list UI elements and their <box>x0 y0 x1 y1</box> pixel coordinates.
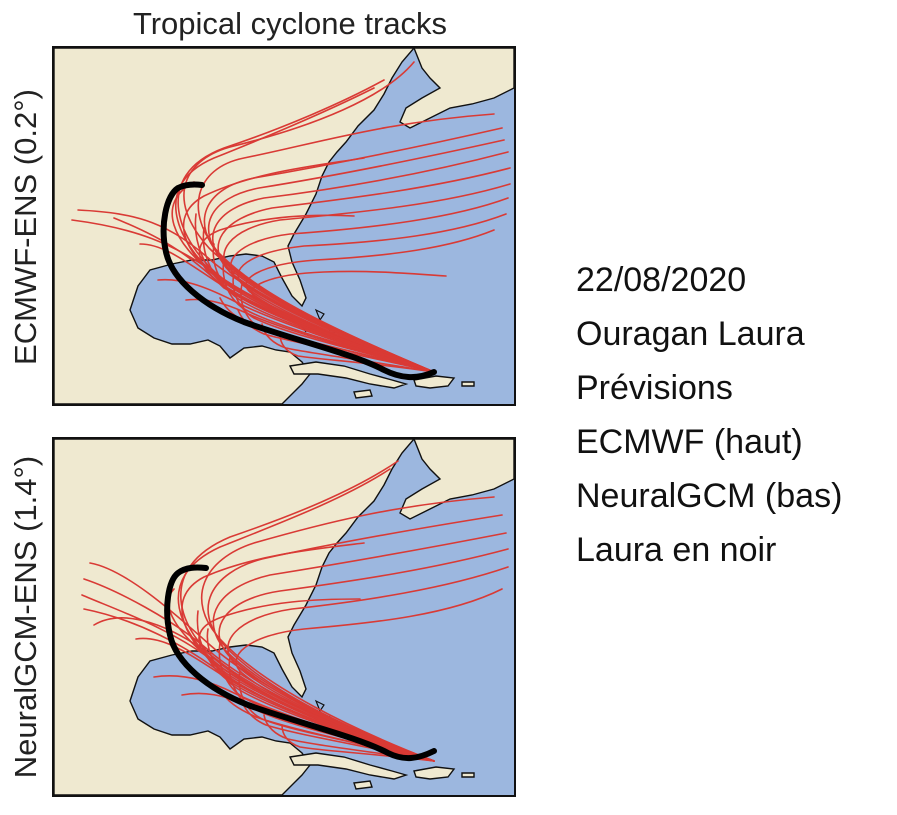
note-forecasts: Prévisions <box>576 369 733 407</box>
observed-track-laura <box>164 564 437 761</box>
nova-scotia <box>399 48 514 129</box>
puerto-rico <box>461 772 475 778</box>
hispaniola <box>413 375 456 389</box>
annotation-notes: 22/08/2020 Ouragan Laura Prévisions ECMW… <box>576 253 891 577</box>
note-ecmwf-top: ECMWF (haut) <box>576 423 803 461</box>
puerto-rico <box>461 381 475 387</box>
panel-label-neuralgcm: NeuralGCM-ENS (1.4°) <box>8 455 43 779</box>
forecast-tracks-ecmwf <box>71 61 511 373</box>
cuba <box>288 752 409 780</box>
jamaica <box>353 780 373 790</box>
hispaniola <box>413 766 456 780</box>
observed-track-laura <box>160 181 437 380</box>
note-hurricane-name: Ouragan Laura <box>576 315 805 353</box>
cuba <box>288 361 409 389</box>
jamaica <box>353 389 373 399</box>
note-neuralgcm-bottom: NeuralGCM (bas) <box>576 477 843 515</box>
note-date: 22/08/2020 <box>576 261 747 299</box>
panel-label-ecmwf: ECMWF-ENS (0.2°) <box>8 89 43 365</box>
map-neuralgcm <box>54 439 514 795</box>
note-laura-black: Laura en noir <box>576 531 777 569</box>
map-panel-neuralgcm <box>52 437 516 797</box>
land-masses <box>54 439 514 795</box>
figure-title: Tropical cyclone tracks <box>132 6 448 41</box>
map-ecmwf <box>54 48 514 404</box>
nova-scotia <box>399 439 514 520</box>
map-panel-ecmwf <box>52 46 516 406</box>
